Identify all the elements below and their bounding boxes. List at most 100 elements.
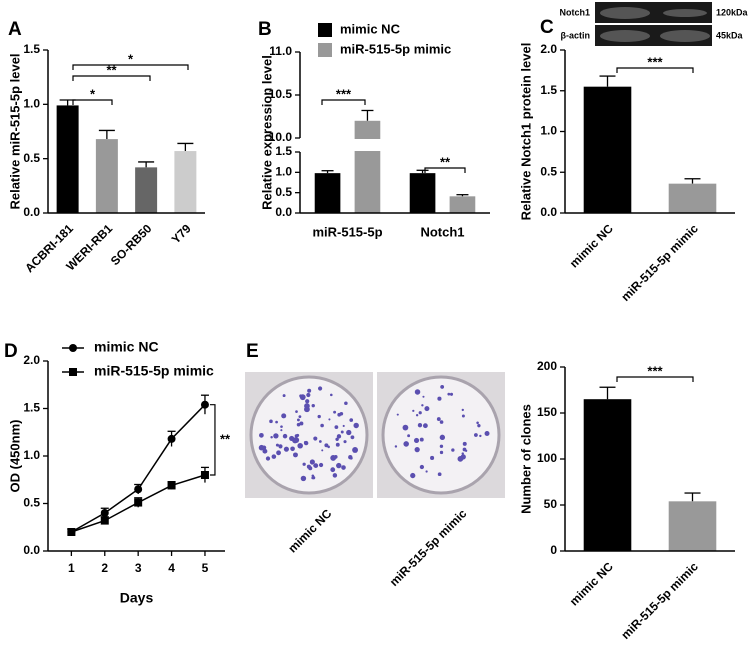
significance-label: *: [90, 86, 96, 101]
y-axis-label: Number of clones: [518, 404, 533, 514]
significance-bracket: [424, 167, 466, 173]
significance-label: ***: [647, 54, 663, 69]
colony: [273, 433, 279, 439]
blot-row-label: β-actin: [561, 30, 591, 40]
colony: [439, 450, 444, 455]
bar: [583, 399, 632, 551]
colony: [436, 417, 441, 421]
colony: [439, 420, 444, 424]
colony: [299, 394, 306, 401]
colony: [425, 470, 428, 473]
colony: [298, 415, 302, 418]
colony: [419, 437, 424, 442]
colony: [262, 448, 268, 454]
colony: [344, 401, 348, 405]
colony: [333, 410, 337, 414]
colony: [306, 392, 311, 398]
colony: [324, 443, 329, 448]
blot-band: [663, 9, 707, 17]
colony: [276, 450, 281, 456]
colony: [336, 462, 342, 469]
significance-label: ***: [336, 86, 352, 101]
colony: [258, 444, 265, 451]
blot-row-label: Notch1: [559, 7, 590, 17]
marker: [200, 471, 209, 479]
colony: [320, 423, 324, 428]
axis-break: [299, 139, 491, 151]
y-tick-label: 0.5: [275, 185, 292, 199]
colony: [396, 413, 399, 416]
series-line: [71, 404, 206, 533]
colony: [275, 420, 278, 424]
colony: [303, 441, 307, 444]
colony: [353, 422, 359, 429]
colony: [461, 408, 464, 412]
x-tick-label: 4: [168, 561, 175, 575]
x-tick-label: 3: [135, 561, 142, 575]
colony: [318, 440, 322, 443]
y-tick-label: 0: [550, 543, 557, 557]
colony: [477, 424, 481, 428]
colony: [418, 411, 422, 415]
colony: [394, 445, 398, 448]
colony: [352, 447, 359, 453]
panel-letter: A: [8, 19, 22, 40]
colony: [421, 404, 424, 407]
colony: [311, 403, 315, 408]
colony: [476, 421, 479, 425]
significance-label: **: [440, 154, 451, 169]
colony: [335, 437, 339, 442]
colony: [424, 406, 430, 412]
colony: [312, 476, 316, 480]
y-tick-label: 2.0: [23, 353, 40, 367]
y-tick-label: 2.0: [540, 42, 557, 56]
bar: [314, 173, 341, 213]
x-axis-label: Days: [120, 590, 154, 606]
colony: [414, 389, 421, 395]
y-tick-label: 1.0: [540, 124, 557, 138]
colony: [278, 444, 283, 449]
y-tick-label: 1.5: [540, 83, 557, 97]
image-label: miR-515-5p mimic: [387, 506, 470, 589]
colony: [342, 424, 345, 428]
colony: [334, 425, 339, 429]
colony: [462, 441, 467, 446]
legend-swatch: [318, 23, 332, 37]
x-tick-label: 5: [202, 561, 209, 575]
x-tick-label: Notch1: [420, 224, 464, 239]
legend-swatch: [318, 43, 332, 57]
image-label: mimic NC: [285, 506, 334, 555]
colony: [280, 425, 283, 428]
colony: [341, 465, 346, 470]
x-tick-label: miR-515-5p mimic: [618, 221, 701, 304]
panel-letter: D: [4, 341, 18, 362]
y-tick-label: 1.5: [23, 42, 40, 56]
colony: [451, 448, 455, 452]
plate: [381, 375, 501, 495]
colony: [318, 462, 324, 468]
colony: [350, 435, 355, 440]
legend-label: miR-515-5p mimic: [94, 363, 214, 379]
blot-band: [660, 30, 710, 42]
bar: [668, 183, 717, 213]
colony: [417, 423, 423, 428]
x-tick-label: miR-515-5p mimic: [618, 559, 701, 642]
y-tick-label: 100: [537, 451, 557, 465]
marker: [100, 516, 109, 525]
colony: [413, 437, 420, 444]
y-tick-label: 0.0: [540, 205, 557, 219]
blot-band: [600, 30, 650, 42]
bar: [409, 173, 436, 213]
colony: [290, 446, 295, 452]
colony: [447, 392, 451, 396]
colony: [327, 445, 330, 449]
colony: [407, 434, 411, 438]
colony: [330, 393, 333, 397]
y-tick-label: 10.0: [269, 130, 293, 144]
colony: [340, 430, 344, 434]
significance-bracket: [72, 75, 151, 81]
y-tick-label: 1.5: [275, 144, 292, 158]
colony: [348, 431, 351, 434]
y-tick-label: 0.0: [23, 543, 40, 557]
colony: [332, 473, 338, 478]
